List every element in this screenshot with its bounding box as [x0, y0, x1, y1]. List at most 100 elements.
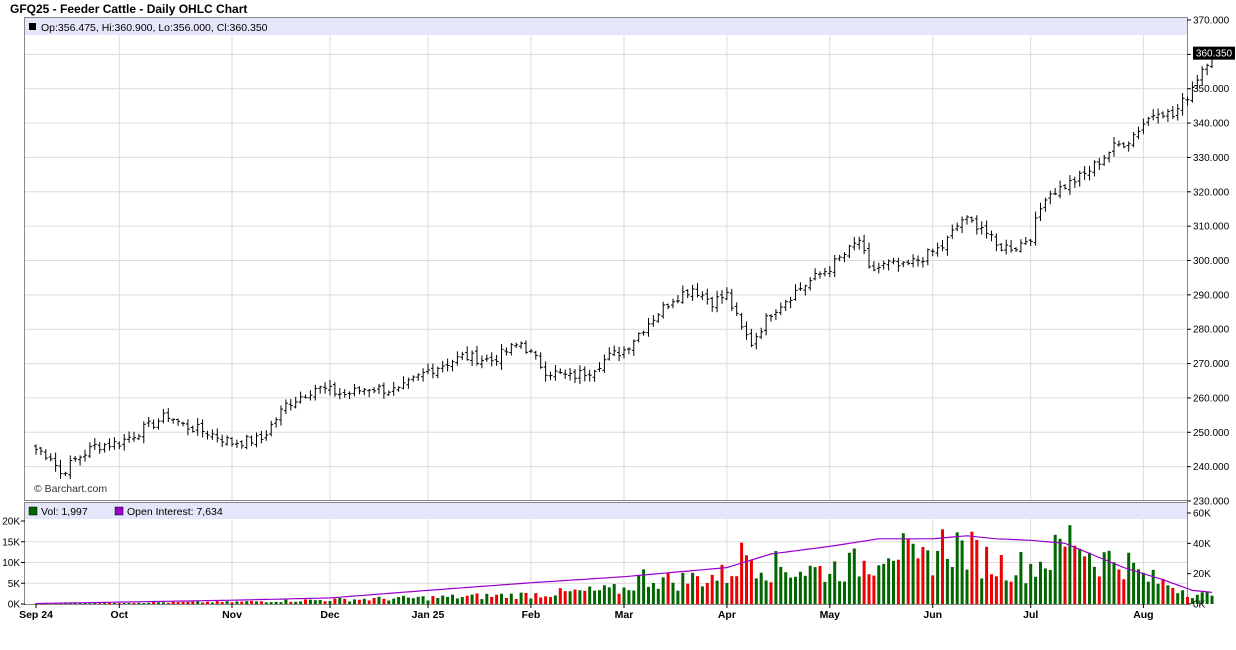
volume-panel: [24, 502, 1188, 605]
volume-bar: [867, 574, 871, 604]
volume-bar: [1053, 534, 1057, 604]
price-tick-label: 230.000: [1193, 497, 1230, 508]
ohlc-bar: [249, 435, 254, 446]
ohlc-bar: [769, 314, 773, 322]
volume-bar: [112, 602, 116, 604]
volume-bar: [397, 597, 401, 604]
price-axis: 230.000 240.000 250.000 260.000 270.000 280.0…: [1187, 16, 1230, 508]
volume-bar: [63, 603, 67, 604]
price-tick-label: 260.000: [1193, 393, 1230, 404]
volume-bar: [504, 597, 508, 604]
ohlc-bar: [244, 434, 249, 450]
ohlc-bar: [822, 267, 827, 277]
volume-bar: [1210, 595, 1214, 604]
ohlc-bar: [592, 369, 597, 382]
volume-bar: [617, 593, 621, 604]
volume-bar: [990, 574, 993, 604]
info-bar-text: Op:356.475, Hi:360.900, Lo:356.000, Cl:3…: [41, 22, 268, 34]
ohlc-bar: [788, 296, 793, 309]
ohlc-bar: [1126, 141, 1131, 152]
ohlc-bar: [1161, 111, 1165, 119]
ohlc-bar: [362, 388, 367, 396]
volume-bar: [892, 560, 895, 604]
ohlc-bar: [1043, 197, 1048, 212]
ohlc-bar: [479, 355, 484, 369]
volume-bar: [353, 599, 356, 604]
month-tick-label: Jun: [923, 609, 942, 621]
volume-bar: [357, 599, 361, 604]
volume-bar: [127, 603, 131, 604]
volume-gridlines: [25, 541, 1187, 584]
ohlc-bar: [220, 434, 225, 447]
ohlc-bar: [1072, 176, 1077, 188]
volume-bar: [88, 603, 92, 604]
volume-bar: [1088, 552, 1091, 604]
ohlc-bar: [435, 366, 440, 379]
ohlc-bar: [563, 369, 568, 379]
last-price-tag: 360.350: [1193, 46, 1235, 60]
ohlc-bar: [234, 439, 239, 449]
volume-bar: [828, 573, 832, 604]
price-tick-label: 310.000: [1193, 222, 1230, 233]
month-tick-label: Apr: [718, 609, 736, 621]
volume-bar: [612, 584, 616, 604]
ohlc-bar: [318, 385, 323, 394]
volume-bar: [529, 598, 533, 604]
volume-bar: [73, 603, 77, 604]
volume-bar: [441, 595, 445, 604]
ohlc-bar: [955, 222, 960, 232]
price-tick-label: 300.000: [1193, 256, 1230, 267]
ohlc-bar: [871, 261, 876, 272]
volume-bar: [632, 590, 636, 604]
ohlc-bar: [146, 416, 151, 428]
volume-bar: [362, 598, 366, 604]
ohlc-bar: [1131, 132, 1136, 148]
ohlc-bar: [1097, 157, 1102, 171]
ohlc-bar: [675, 295, 680, 304]
month-tick-label: Mar: [615, 609, 634, 621]
volume-bar: [103, 602, 107, 604]
ohlc-bar: [136, 433, 141, 441]
open-interest-legend-label: Open Interest: 7,634: [127, 506, 223, 518]
volume-bar: [514, 599, 518, 604]
ohlc-bar: [1107, 151, 1112, 163]
volume-bar: [269, 602, 273, 604]
ohlc-bar: [156, 418, 161, 430]
ohlc-bar: [48, 453, 53, 462]
volume-bar: [813, 567, 817, 604]
volume-bar: [245, 601, 249, 604]
ohlc-bar: [558, 368, 563, 374]
volume-bar: [1151, 569, 1155, 604]
ohlc-bar: [1195, 74, 1200, 89]
ohlc-bar: [1063, 184, 1067, 190]
ohlc-bar: [886, 259, 891, 271]
ohlc-bar: [171, 418, 176, 424]
watermark: © Barchart.com: [34, 483, 107, 495]
volume-bar: [1122, 579, 1126, 604]
volume-bar: [740, 542, 744, 604]
ohlc-bar: [612, 345, 617, 357]
volume-bar: [157, 602, 160, 604]
ohlc-bar: [999, 243, 1004, 252]
price-tick-label: 330.000: [1193, 153, 1230, 164]
volume-bar: [485, 593, 489, 604]
volume-bar: [1078, 548, 1082, 604]
ohlc-bar: [391, 381, 396, 396]
ohlc-bar: [1038, 202, 1043, 222]
ohlc-bar: [847, 244, 852, 259]
ohlc-bar: [127, 431, 132, 443]
volume-bar: [725, 582, 729, 604]
volume-bar: [960, 540, 964, 604]
ohlc-bar: [416, 373, 421, 381]
ohlc-bar: [1116, 140, 1121, 147]
volume-bar: [843, 581, 846, 604]
ohlc-bar: [1141, 118, 1146, 135]
open-interest-axis: 0K 20K 40K 60K: [1187, 509, 1211, 611]
ohlc-bar: [989, 230, 994, 242]
volume-bar: [176, 602, 180, 604]
volume-bar: [201, 602, 205, 604]
volume-bar: [936, 550, 940, 604]
ohlc-bar: [181, 421, 185, 427]
volume-bar: [705, 583, 709, 604]
